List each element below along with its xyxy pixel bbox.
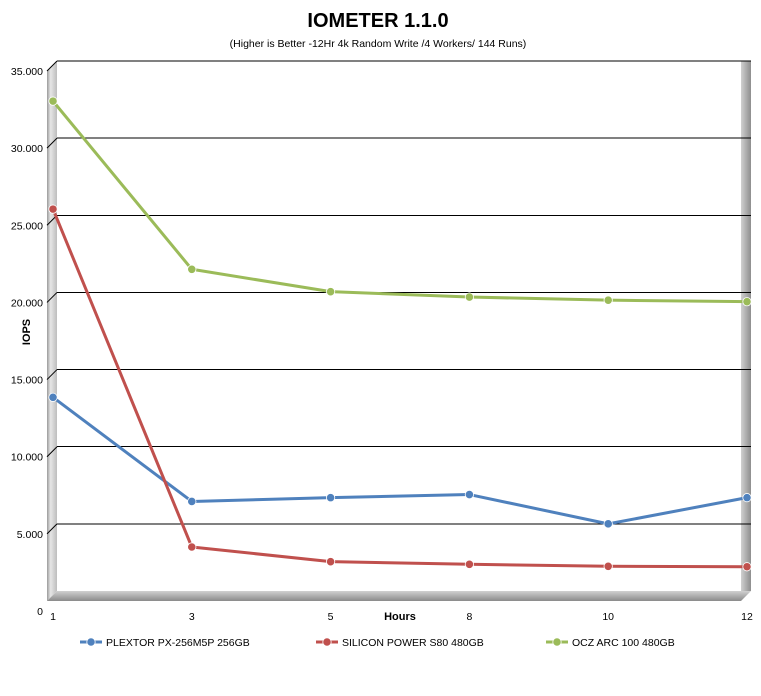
y-tick-label: 10.000 bbox=[11, 452, 43, 464]
data-point bbox=[742, 562, 752, 572]
legend-label: OCZ ARC 100 480GB bbox=[572, 637, 675, 649]
x-tick-label: 1 bbox=[50, 611, 56, 623]
legend-swatch-marker bbox=[552, 637, 562, 647]
legend: PLEXTOR PX-256M5P 256GB SILICON POWER S80… bbox=[80, 637, 675, 649]
data-point bbox=[48, 96, 58, 106]
gridline-wall bbox=[46, 292, 58, 303]
data-point bbox=[603, 561, 613, 571]
y-axis-label: IOPS bbox=[21, 319, 33, 345]
y-tick-label: 0 bbox=[37, 606, 43, 618]
series-line bbox=[51, 208, 748, 569]
y-axis-ticks: 0 5.000 10.000 15.000 20.000 25.000 30.000 35.0… bbox=[11, 66, 43, 618]
y-tick-label: 5.000 bbox=[17, 529, 43, 541]
data-point bbox=[325, 493, 336, 503]
data-point bbox=[464, 489, 474, 500]
x-axis-ticks: 1 3 5 8 10 12 bbox=[50, 611, 753, 623]
chart-subtitle: (Higher is Better -12Hr 4k Random Write … bbox=[230, 38, 527, 50]
gridline-wall bbox=[46, 523, 58, 535]
legend-label: PLEXTOR PX-256M5P 256GB bbox=[106, 637, 250, 649]
gridline-wall bbox=[46, 60, 58, 72]
y-tick-label: 35.000 bbox=[11, 66, 43, 78]
plot-area bbox=[47, 61, 751, 601]
data-point bbox=[325, 287, 336, 297]
data-point bbox=[603, 519, 613, 529]
data-point bbox=[325, 557, 336, 567]
x-tick-label: 5 bbox=[328, 611, 334, 623]
legend-label: SILICON POWER S80 480GB bbox=[342, 637, 484, 649]
data-point bbox=[464, 292, 474, 302]
y-tick-label: 25.000 bbox=[11, 220, 43, 232]
legend-swatch-marker bbox=[322, 637, 332, 647]
series-line bbox=[51, 100, 748, 304]
data-point bbox=[48, 204, 58, 214]
series-line bbox=[52, 396, 748, 526]
back-wall bbox=[57, 61, 751, 591]
chart-title: IOMETER 1.1.0 bbox=[307, 10, 448, 32]
x-tick-label: 10 bbox=[602, 611, 614, 623]
data-point bbox=[48, 392, 58, 402]
data-point bbox=[187, 496, 197, 507]
data-point bbox=[187, 264, 197, 274]
x-tick-label: 8 bbox=[466, 611, 472, 623]
y-tick-label: 15.000 bbox=[11, 375, 43, 387]
left-wall bbox=[47, 61, 57, 601]
floor bbox=[47, 591, 751, 601]
gridline-wall bbox=[46, 137, 58, 149]
x-tick-label: 12 bbox=[741, 611, 753, 623]
right-edge bbox=[741, 61, 751, 591]
legend-swatch-marker bbox=[86, 637, 96, 647]
series-layer bbox=[48, 96, 752, 572]
x-axis-label: Hours bbox=[384, 611, 416, 623]
gridlines bbox=[46, 60, 751, 535]
data-point bbox=[603, 295, 613, 305]
data-point bbox=[742, 493, 752, 503]
data-point bbox=[742, 297, 752, 307]
y-tick-label: 30.000 bbox=[11, 143, 43, 155]
gridline-wall bbox=[46, 446, 58, 458]
y-tick-label: 20.000 bbox=[11, 297, 43, 309]
data-point bbox=[464, 559, 474, 569]
gridline-wall bbox=[46, 369, 58, 380]
x-tick-label: 3 bbox=[189, 611, 195, 623]
data-point bbox=[187, 542, 197, 552]
